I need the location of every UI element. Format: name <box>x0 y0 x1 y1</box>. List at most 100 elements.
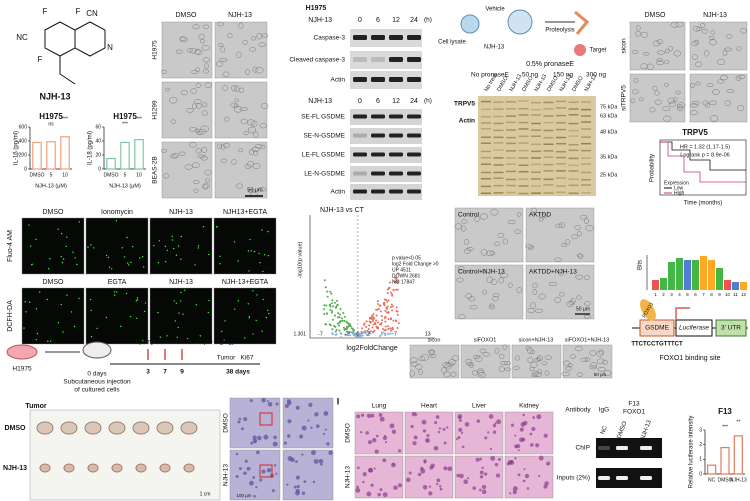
nucleus <box>237 420 241 424</box>
gene-dot <box>334 330 337 333</box>
nucleus <box>523 468 526 471</box>
cell <box>710 115 719 122</box>
gene-dot <box>360 334 363 337</box>
cell <box>704 50 710 57</box>
gene-dot <box>391 305 394 308</box>
nucleus <box>411 411 417 417</box>
fluo-spot <box>184 289 186 291</box>
cell <box>691 40 699 47</box>
fluo-spot <box>113 294 116 296</box>
nucleus <box>271 489 275 493</box>
cell <box>649 107 656 113</box>
fluo-spot <box>35 339 37 341</box>
nucleus <box>410 424 414 429</box>
nucleus <box>286 483 289 486</box>
nucleus <box>429 465 434 470</box>
gel-band <box>493 136 504 139</box>
gel-band <box>531 163 541 166</box>
fluo-spot <box>173 247 175 250</box>
gel-band <box>518 107 529 110</box>
label: 0 <box>358 17 362 24</box>
gel-band <box>481 128 491 130</box>
atom: CN <box>86 9 98 18</box>
cell <box>673 97 678 102</box>
cell <box>180 90 189 96</box>
cell <box>675 21 684 28</box>
y-tick-label: 40 <box>95 138 101 144</box>
cell <box>473 215 481 222</box>
gene-dot <box>375 319 378 322</box>
cell <box>257 187 267 192</box>
fluo-spot <box>89 298 92 301</box>
y-tick-label: 0 <box>98 166 101 172</box>
gel-band <box>543 163 554 166</box>
label: Kidney <box>519 403 540 410</box>
gene-dot <box>377 302 380 305</box>
gel-band <box>543 115 554 117</box>
fluo-spot <box>171 235 173 238</box>
gene-dot <box>326 290 329 293</box>
lysate <box>507 9 533 35</box>
cell <box>722 49 728 57</box>
fluo-spot <box>29 301 31 303</box>
nucleus <box>359 430 363 434</box>
label: 1.301 <box>293 331 306 337</box>
atom: F <box>38 55 43 64</box>
nucleus <box>275 402 279 406</box>
cell <box>444 363 452 370</box>
gel-band <box>568 129 579 132</box>
cell <box>689 110 698 116</box>
gene-dot <box>381 327 384 330</box>
cell <box>409 357 418 363</box>
cell <box>200 125 209 132</box>
nucleus <box>463 479 469 485</box>
gene-dot <box>348 323 351 326</box>
significance: ns <box>48 121 54 127</box>
label: 2 <box>662 292 665 297</box>
fluo-spot <box>65 245 67 248</box>
nucleus <box>464 422 470 427</box>
fluo-spot <box>182 313 184 315</box>
cell <box>490 279 498 285</box>
nucleus <box>481 466 484 469</box>
cell <box>514 229 522 234</box>
gel-band <box>543 150 554 152</box>
fluo-spot <box>73 325 76 328</box>
cell <box>692 25 701 32</box>
cell <box>534 371 542 377</box>
cell <box>525 244 534 249</box>
cell <box>585 356 590 362</box>
cell <box>590 362 598 368</box>
blot <box>350 71 422 89</box>
cell <box>570 297 576 304</box>
label: 12 <box>392 98 400 105</box>
gel-band <box>531 101 541 104</box>
gene-dot <box>350 327 353 330</box>
nucleus <box>497 457 501 461</box>
fluo-spot <box>129 315 132 318</box>
nucleus <box>475 457 480 462</box>
fluo-spot <box>120 325 122 328</box>
fluo-spot <box>166 335 168 337</box>
gene-dot <box>384 332 387 335</box>
nucleus <box>428 485 432 488</box>
nucleus <box>249 480 254 486</box>
label: 9 <box>718 292 721 297</box>
nucleus <box>379 488 383 492</box>
gel-band <box>531 157 541 159</box>
label: Vehicle <box>485 7 505 13</box>
gel-band <box>493 149 504 151</box>
fluo-spot <box>126 236 128 239</box>
cell <box>710 30 715 35</box>
label: 12 <box>741 292 747 297</box>
gene-dot <box>355 334 358 337</box>
cell <box>630 98 635 104</box>
nucleus <box>457 435 461 439</box>
x-tick-label: NC <box>708 477 716 483</box>
nucleus <box>367 440 372 445</box>
label: Luciferase <box>679 325 709 332</box>
label: EGTA <box>108 279 127 286</box>
cell <box>217 143 223 150</box>
gene-dot <box>383 304 386 307</box>
label: NJH13+EGTA <box>223 209 267 216</box>
